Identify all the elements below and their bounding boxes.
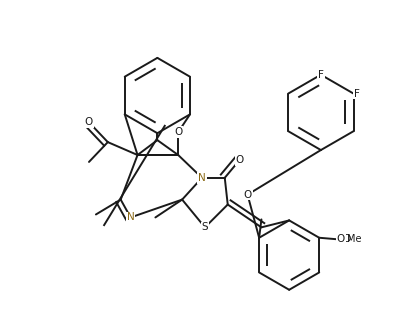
Text: N: N bbox=[198, 173, 206, 183]
Text: O: O bbox=[174, 127, 182, 137]
Text: O: O bbox=[244, 190, 252, 200]
Text: F: F bbox=[318, 70, 324, 80]
Text: F: F bbox=[354, 89, 360, 99]
Text: O: O bbox=[337, 234, 345, 244]
Text: Me: Me bbox=[346, 234, 361, 244]
Text: O: O bbox=[236, 155, 244, 165]
Text: O: O bbox=[85, 117, 93, 127]
Text: O: O bbox=[343, 234, 351, 244]
Text: S: S bbox=[202, 222, 208, 232]
Text: N: N bbox=[127, 212, 135, 223]
